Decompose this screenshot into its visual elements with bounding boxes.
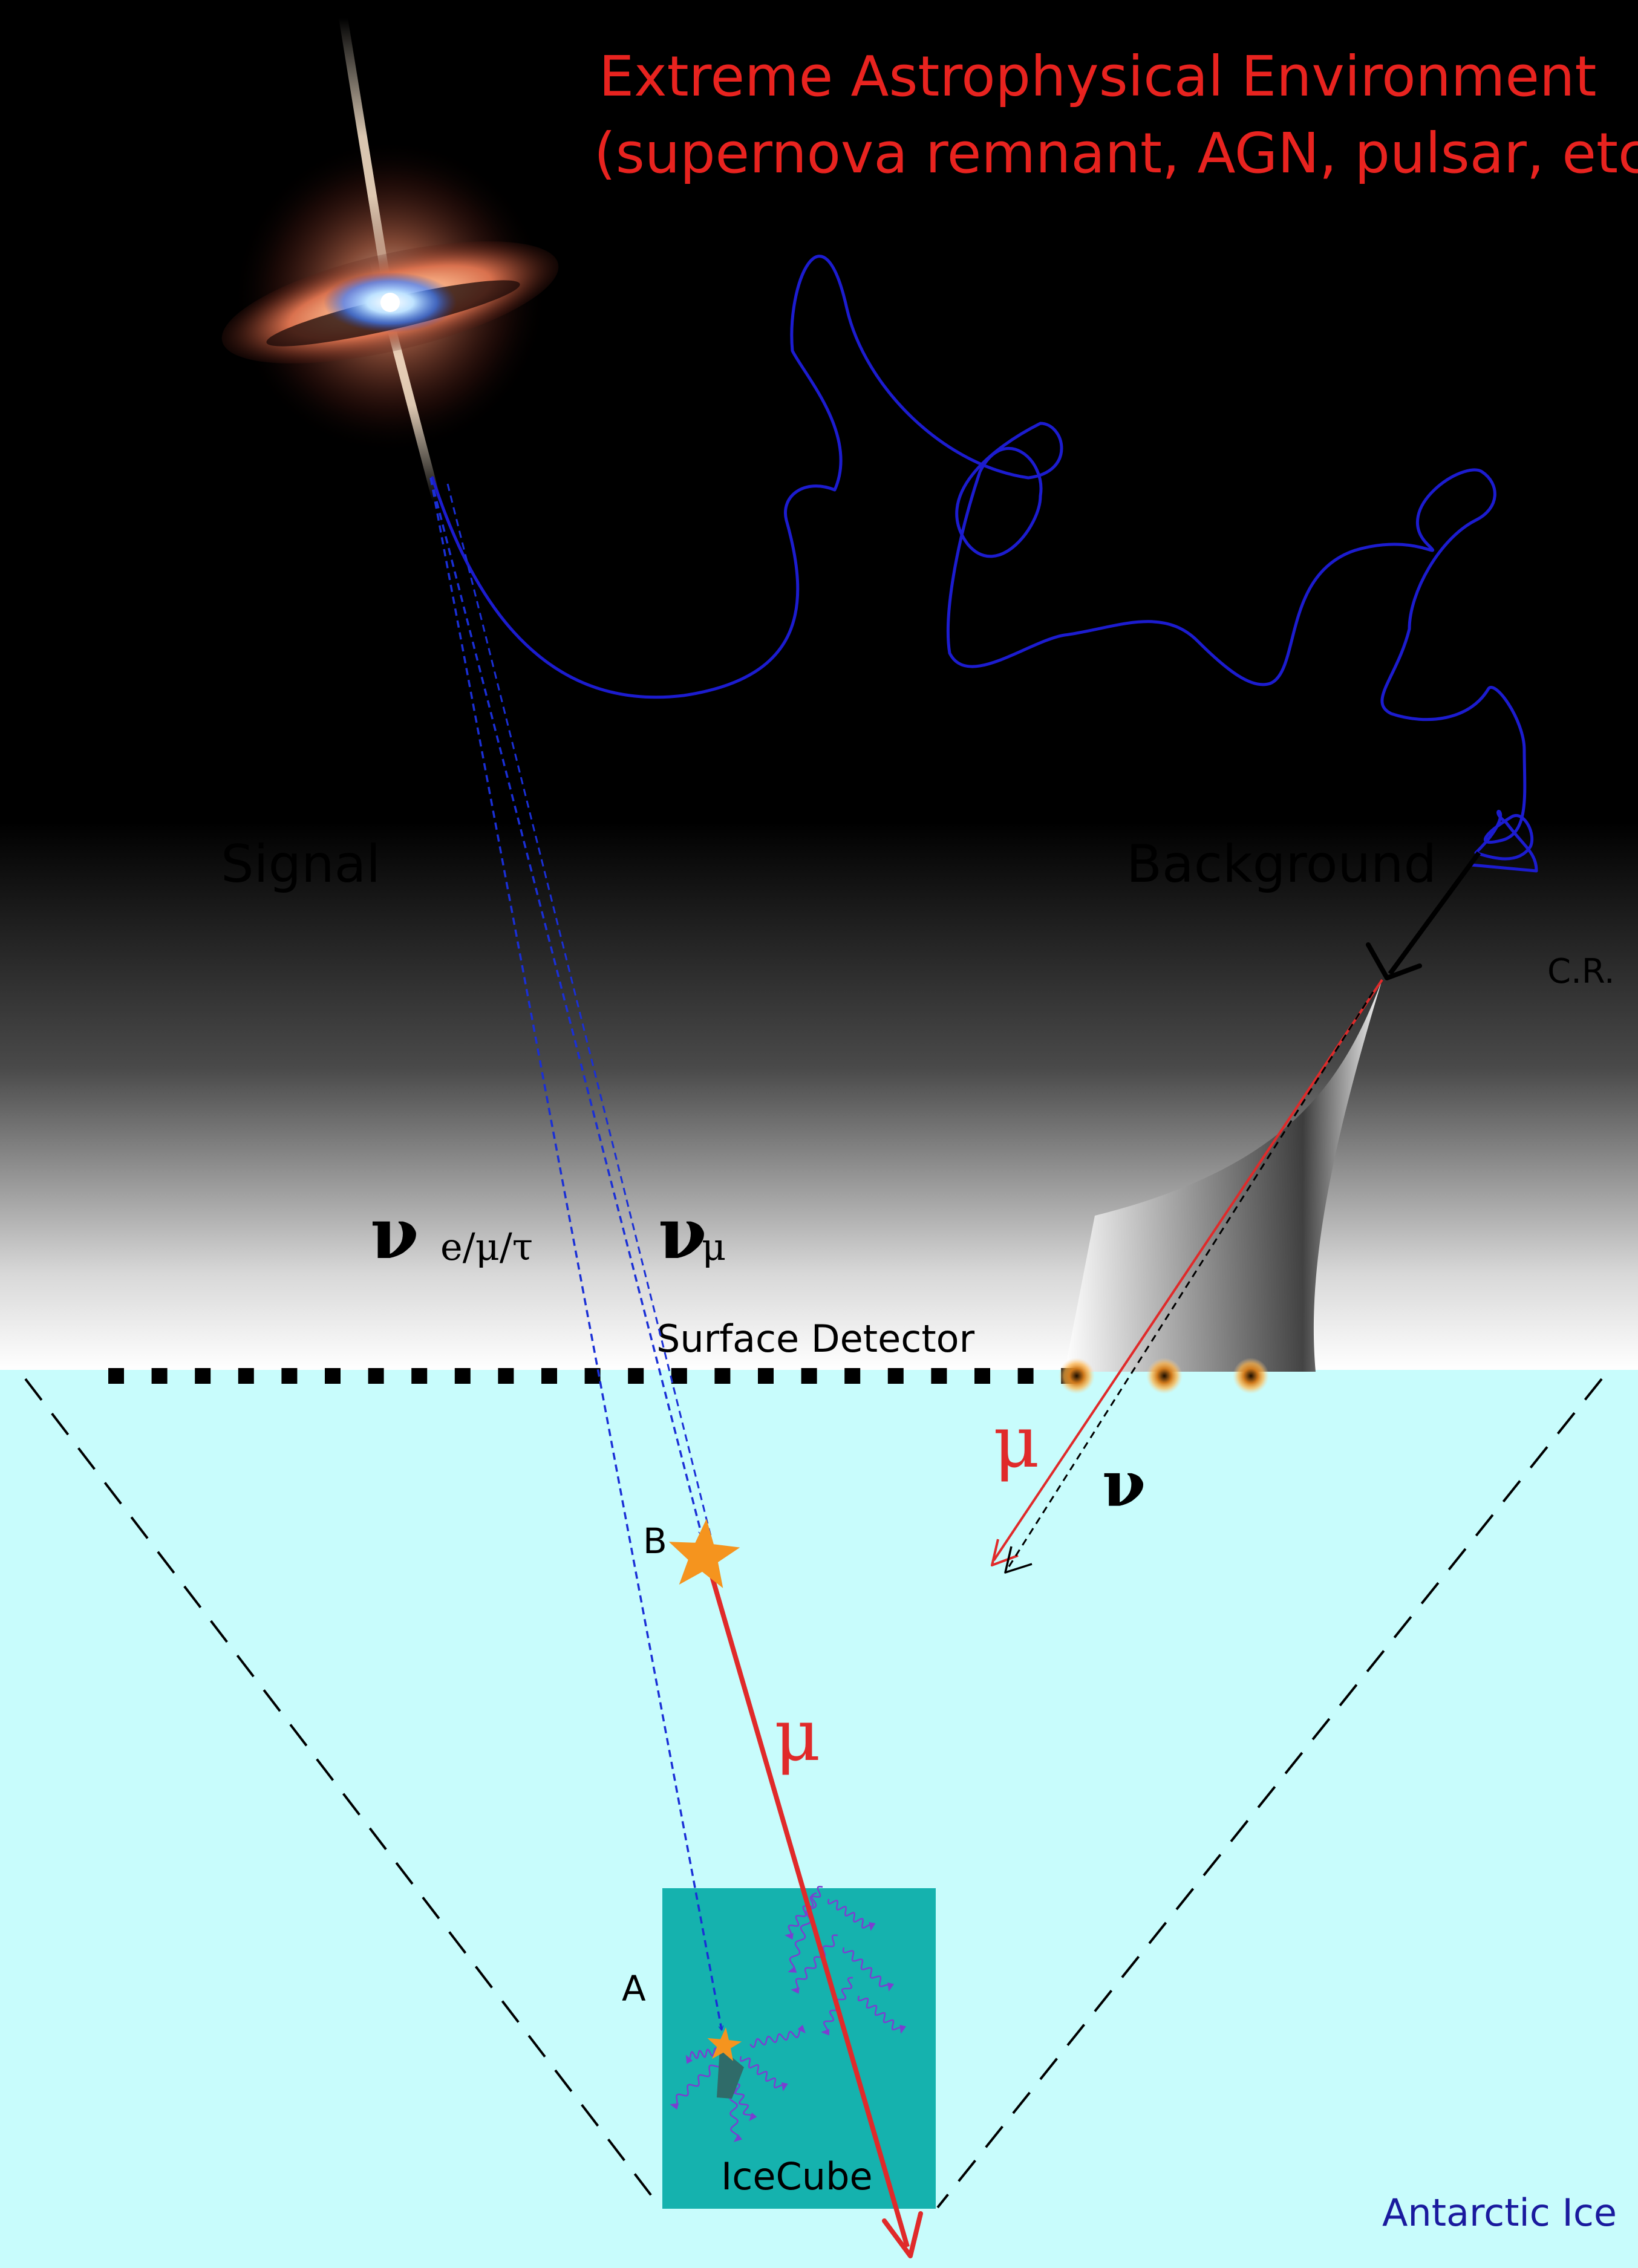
- photon-wave: [791, 1934, 838, 1994]
- surface-detector-tank: [281, 1368, 298, 1384]
- title-line-2: (supernova remnant, AGN, pulsar, etc.): [594, 121, 1638, 186]
- surface-detector-tank: [368, 1368, 384, 1384]
- signal-label: Signal: [221, 834, 380, 894]
- surface-detector-tank: [108, 1368, 124, 1384]
- photon-wave: [857, 1995, 907, 2034]
- nu-flavor-subscript: e/μ/τ: [440, 1225, 533, 1269]
- photon-wave: [749, 2024, 806, 2048]
- surface-detector-tank: [454, 1368, 471, 1384]
- nu-mu-label: ν μ: [658, 1193, 726, 1275]
- surface-detector-tank: [887, 1368, 904, 1384]
- title-line-1: Extreme Astrophysical Environment: [599, 44, 1596, 109]
- cosmic-ray-label: C.R.: [1547, 952, 1615, 991]
- surface-detector-tank: [151, 1368, 168, 1384]
- nu-symbol: ν: [658, 1193, 707, 1275]
- signal-muon-arrow: [702, 1550, 923, 2258]
- icecube-label: IceCube: [721, 2154, 873, 2198]
- air-shower-cone: [1065, 980, 1382, 1372]
- surface-detector-tank: [1017, 1368, 1034, 1384]
- surface-detector-tank: [498, 1368, 514, 1384]
- point-b-label: B: [643, 1520, 667, 1562]
- surface-detector-array: [108, 1368, 1077, 1384]
- cosmic-ray-arrow: [1366, 851, 1481, 980]
- photon-wave: [827, 1898, 876, 1931]
- star-icon: [668, 1519, 740, 1588]
- surface-detector-tank: [325, 1368, 341, 1384]
- point-a-label: A: [622, 1968, 646, 2009]
- star-icon: [707, 2027, 742, 2061]
- background-neutrino-arrow: [1004, 991, 1374, 1574]
- surface-detector-hits: [1059, 1358, 1269, 1394]
- surface-detector-tank: [628, 1368, 644, 1384]
- surface-detector-tank: [801, 1368, 817, 1384]
- nu-symbol: ν: [370, 1193, 419, 1275]
- cascade-cone: [717, 2047, 744, 2099]
- accretion-disk-jet-icon: [221, 18, 559, 502]
- surface-detector-label: Surface Detector: [656, 1317, 975, 1361]
- surface-detector-tank: [671, 1368, 687, 1384]
- photon-wave: [785, 1886, 823, 1940]
- icecube-detector: [662, 1888, 936, 2209]
- signal-muon-label: μ: [774, 1693, 821, 1777]
- surface-detector-tank: [974, 1368, 990, 1384]
- field-of-view-lines: [24, 1378, 1603, 2209]
- surface-detector-tank: [758, 1368, 774, 1384]
- photon-wave: [842, 1947, 895, 1992]
- cherenkov-photons: [670, 1886, 907, 2142]
- photon-wave: [739, 2056, 788, 2091]
- background-label: Background: [1126, 834, 1437, 894]
- nu-all-flavor-label: ν e/μ/τ: [370, 1193, 533, 1275]
- sky-background: [0, 0, 1638, 1370]
- surface-detector-tank: [411, 1368, 428, 1384]
- cosmic-ray-deflected-path: [431, 255, 1538, 873]
- surface-detector-tank: [195, 1368, 211, 1384]
- antarctic-ice-label: Antarctic Ice: [1382, 2191, 1617, 2235]
- background-neutrino-label: ν: [1102, 1447, 1146, 1521]
- surface-detector-tank: [844, 1368, 861, 1384]
- background-muon-label: μ: [993, 1400, 1040, 1484]
- surface-detector-tank: [541, 1368, 557, 1384]
- photon-wave: [788, 1892, 817, 1973]
- surface-detector-tank: [714, 1368, 731, 1384]
- surface-detector-tank: [931, 1368, 947, 1384]
- signal-neutrino-paths: [429, 477, 722, 2030]
- nu-mu-subscript: μ: [702, 1225, 726, 1269]
- surface-detector-tank: [238, 1368, 254, 1384]
